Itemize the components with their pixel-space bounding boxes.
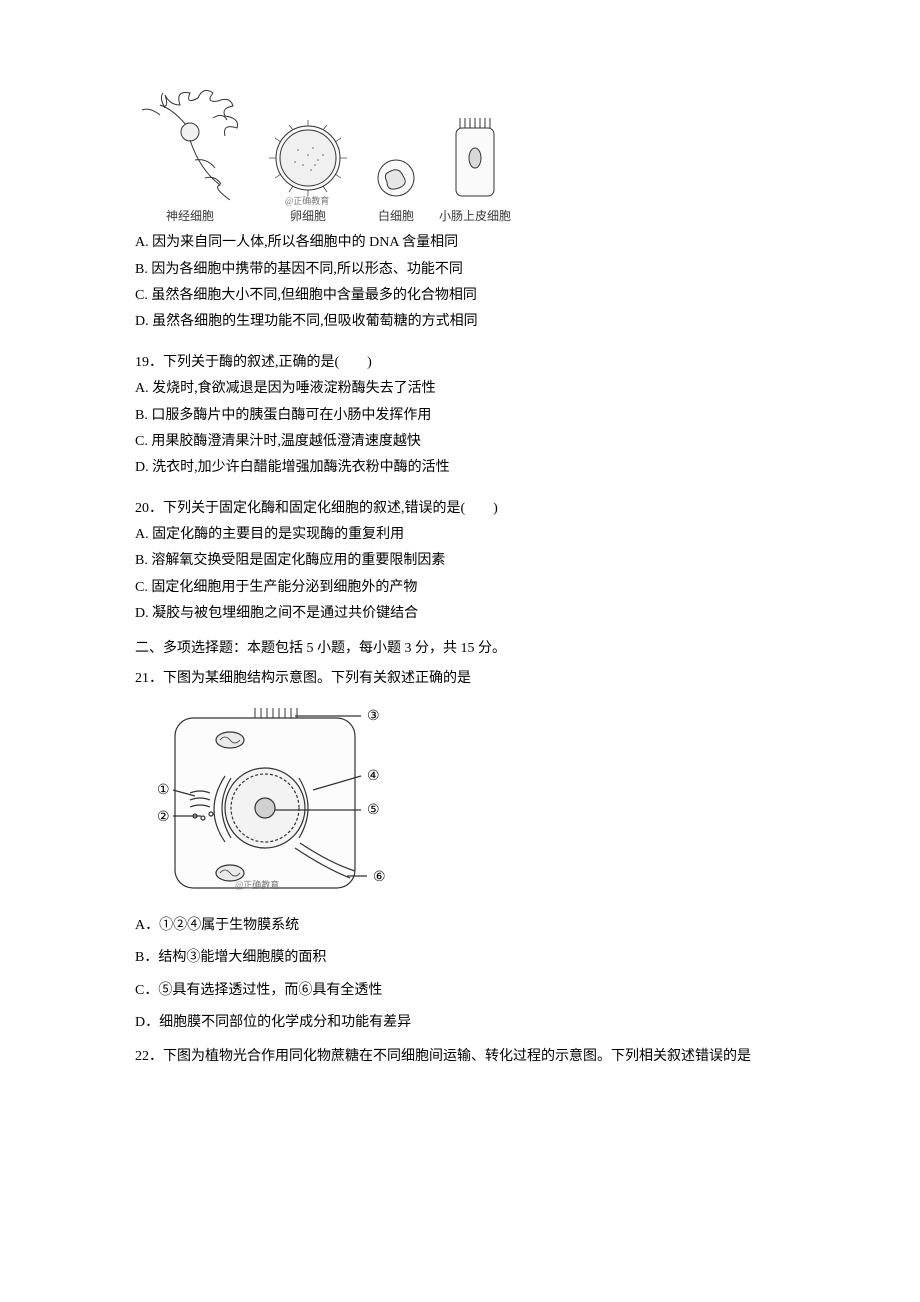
q19-opt-d: D. 洗衣时,加少许白醋能增强加酶洗衣粉中酶的活性: [135, 457, 785, 479]
label-5: ⑤: [367, 803, 380, 818]
figure-white-blood-cell: 白细胞: [371, 150, 421, 226]
neuron-icon: [135, 90, 245, 205]
figure-neuron: 神经细胞: [135, 90, 245, 226]
q21-watermark: @正确教育: [235, 878, 279, 892]
caption-egg: 卵细胞: [290, 207, 326, 226]
label-3: ③: [367, 709, 380, 724]
q19-block: 19．下列关于酶的叙述,正确的是( ) A. 发烧时,食欲减退是因为唾液淀粉酶失…: [135, 352, 785, 480]
label-4: ④: [367, 769, 380, 784]
label-6: ⑥: [373, 870, 386, 885]
q21-block: 21．下图为某细胞结构示意图。下列有关叙述正确的是: [135, 668, 785, 1034]
q21-stem: 21．下图为某细胞结构示意图。下列有关叙述正确的是: [135, 668, 785, 690]
section2-heading: 二、多项选择题：本题包括 5 小题，每小题 3 分，共 15 分。: [135, 638, 785, 660]
q20-block: 20．下列关于固定化酶和固定化细胞的叙述,错误的是( ) A. 固定化酶的主要目…: [135, 498, 785, 626]
q18-opt-b: B. 因为各细胞中携带的基因不同,所以形态、功能不同: [135, 259, 785, 281]
q22-block: 22．下图为植物光合作用同化物蔗糖在不同细胞间运输、转化过程的示意图。下列相关叙…: [135, 1046, 785, 1068]
q20-stem: 20．下列关于固定化酶和固定化细胞的叙述,错误的是( ): [135, 498, 785, 520]
wbc-icon: [371, 150, 421, 205]
q18-opt-c: C. 虽然各细胞大小不同,但细胞中含量最多的化合物相同: [135, 285, 785, 307]
label-1: ①: [157, 783, 170, 798]
intestinal-cell-icon: [448, 110, 503, 205]
q18-opt-d: D. 虽然各细胞的生理功能不同,但吸收葡萄糖的方式相同: [135, 311, 785, 333]
q18-opt-a: A. 因为来自同一人体,所以各细胞中的 DNA 含量相同: [135, 232, 785, 254]
q22-stem: 22．下图为植物光合作用同化物蔗糖在不同细胞间运输、转化过程的示意图。下列相关叙…: [135, 1046, 785, 1068]
q20-opt-c: C. 固定化细胞用于生产能分泌到细胞外的产物: [135, 577, 785, 599]
cell-structure-icon: ① ② ③ ④ ⑤ ⑥: [135, 698, 415, 898]
q21-figure: ① ② ③ ④ ⑤ ⑥ @正确教育: [135, 698, 415, 906]
q21-opt-b: B．结构③能增大细胞膜的面积: [135, 947, 785, 969]
watermark-text: @正确教育: [285, 194, 329, 208]
q19-opt-c: C. 用果胶酶澄清果汁时,温度越低澄清速度越快: [135, 431, 785, 453]
figure-egg-cell: @正确教育 卵细胞: [263, 110, 353, 226]
q19-stem: 19．下列关于酶的叙述,正确的是( ): [135, 352, 785, 374]
q20-opt-d: D. 凝胶与被包埋细胞之间不是通过共价键结合: [135, 603, 785, 625]
q19-opt-b: B. 口服多酶片中的胰蛋白酶可在小肠中发挥作用: [135, 405, 785, 427]
q21-opt-a: A．①②④属于生物膜系统: [135, 915, 785, 937]
figure-intestinal-cell: 小肠上皮细胞: [439, 110, 511, 226]
q21-opt-c: C．⑤具有选择透过性，而⑥具有全透性: [135, 980, 785, 1002]
q21-opt-d: D．细胞膜不同部位的化学成分和功能有差异: [135, 1012, 785, 1034]
egg-cell-icon: [263, 110, 353, 205]
q18-options: A. 因为来自同一人体,所以各细胞中的 DNA 含量相同 B. 因为各细胞中携带…: [135, 232, 785, 334]
caption-neuron: 神经细胞: [166, 207, 214, 226]
q19-opt-a: A. 发烧时,食欲减退是因为唾液淀粉酶失去了活性: [135, 378, 785, 400]
q18-figure-row: 神经细胞: [135, 90, 785, 226]
caption-wbc: 白细胞: [378, 207, 414, 226]
label-2: ②: [157, 810, 170, 825]
caption-intestinal: 小肠上皮细胞: [439, 207, 511, 226]
q20-opt-a: A. 固定化酶的主要目的是实现酶的重复利用: [135, 524, 785, 546]
q20-opt-b: B. 溶解氧交换受阻是固定化酶应用的重要限制因素: [135, 550, 785, 572]
